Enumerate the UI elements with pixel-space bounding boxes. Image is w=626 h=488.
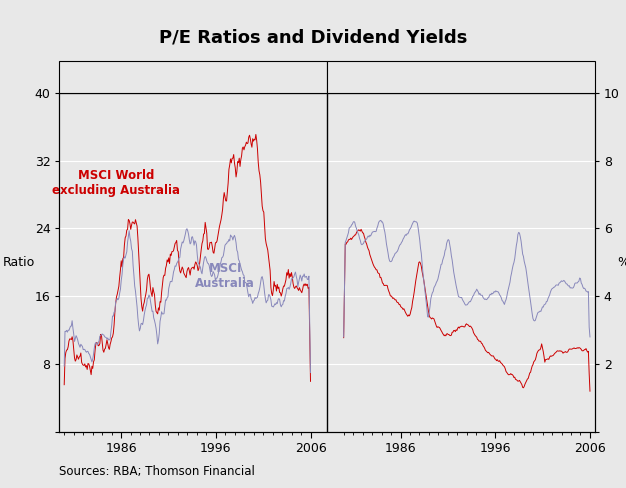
Text: P/E Ratios and Dividend Yields: P/E Ratios and Dividend Yields (159, 28, 467, 46)
Text: Sources: RBA; Thomson Financial: Sources: RBA; Thomson Financial (59, 465, 255, 478)
Text: MSCI World
excluding Australia: MSCI World excluding Australia (53, 169, 180, 197)
Text: P/E ratios: P/E ratios (162, 70, 225, 83)
Text: Ratio: Ratio (3, 256, 35, 269)
Text: MSCI
Australia: MSCI Australia (195, 263, 255, 290)
Text: Dividend yields: Dividend yields (409, 70, 512, 83)
Text: %: % (617, 256, 626, 269)
